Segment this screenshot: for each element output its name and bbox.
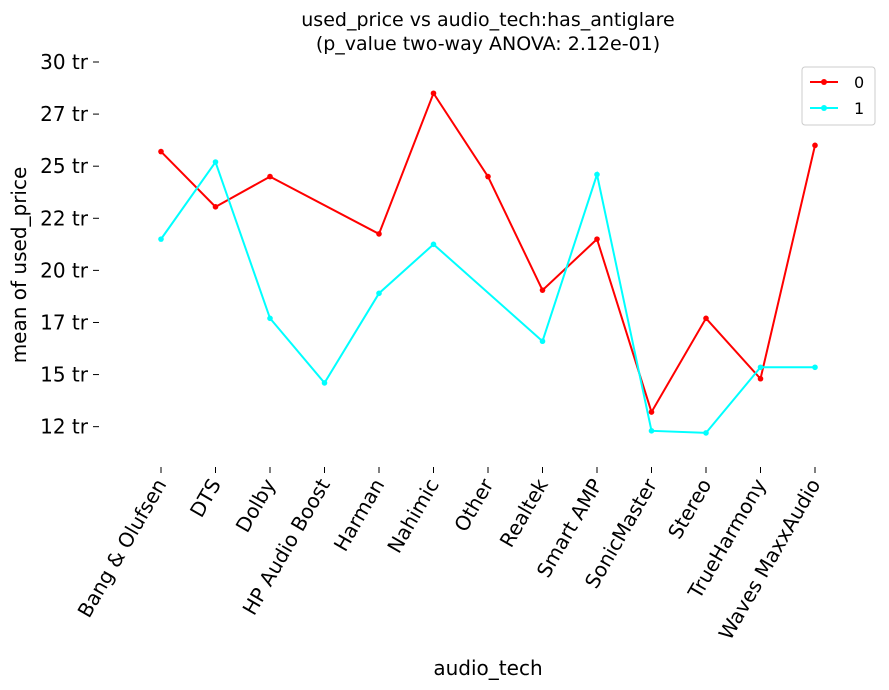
y-tick-label-6: 15 tr — [40, 363, 89, 387]
point-0-2 — [267, 173, 273, 180]
x-tick-label-10: Stereo — [663, 475, 716, 543]
series-line-1 — [160, 159, 815, 434]
x-tick-label-2: Dolby — [231, 474, 281, 536]
point-1-2 — [267, 315, 273, 322]
y-axis-label: mean of used_price — [7, 167, 31, 364]
legend-label-0: 0 — [854, 73, 864, 92]
point-1-1 — [212, 159, 219, 165]
point-0-5 — [430, 90, 437, 97]
point-0-7 — [539, 287, 546, 293]
x-tick-label-0: Bang & Olufsen — [73, 475, 172, 622]
x-tick-label-6: Other — [449, 474, 499, 536]
point-0-4 — [376, 231, 382, 237]
point-1-11 — [757, 364, 764, 371]
point-1-3 — [321, 380, 328, 386]
point-1-10 — [703, 430, 709, 436]
x-tick-label-5: Nahimic — [382, 475, 444, 558]
y-tick-label-3: 22 tr — [40, 206, 89, 230]
x-tick-label-12: Waves MaxxAudio — [714, 475, 826, 644]
point-1-4 — [376, 290, 382, 297]
point-0-12 — [812, 142, 818, 149]
point-1-9 — [648, 428, 655, 434]
chart-subtitle: (p_value two-way ANOVA: 2.12e-01) — [316, 33, 660, 55]
x-tick-label-1: DTS — [185, 475, 226, 522]
y-tick-label-1: 27 tr — [40, 102, 89, 126]
x-axis-label: audio_tech — [433, 656, 542, 680]
point-1-5 — [430, 241, 437, 248]
legend-label-1: 1 — [854, 99, 864, 118]
point-0-9 — [648, 409, 655, 415]
legend-marker-1 — [821, 105, 827, 111]
y-tick-label-0: 30 tr — [40, 50, 89, 74]
chart-title: used_price vs audio_tech:has_antiglare — [301, 9, 674, 31]
point-0-1 — [212, 204, 219, 210]
legend-marker-0 — [821, 79, 827, 85]
point-1-0 — [158, 236, 164, 242]
point-1-8 — [594, 171, 600, 178]
point-1-7 — [539, 338, 546, 345]
point-0-6 — [485, 173, 491, 180]
x-tick-label-7: Realtek — [495, 474, 553, 551]
y-tick-label-7: 12 tr — [40, 415, 89, 439]
point-0-11 — [757, 375, 764, 382]
point-0-8 — [594, 236, 600, 242]
y-axis: 30 tr 27 tr 25 tr 22 tr 20 tr 17 tr 15 tr 12 tr — [40, 50, 99, 439]
y-tick-label-5: 17 tr — [40, 310, 89, 334]
point-1-12 — [812, 364, 818, 371]
legend: 0 1 — [801, 66, 876, 126]
y-tick-label-2: 25 tr — [40, 154, 89, 178]
series-layer — [158, 90, 818, 436]
x-tick-label-4: Harman — [329, 475, 390, 556]
y-tick-label-4: 20 tr — [40, 258, 89, 282]
series-line-0 — [160, 91, 816, 415]
point-0-10 — [703, 315, 709, 322]
point-0-0 — [158, 148, 164, 155]
